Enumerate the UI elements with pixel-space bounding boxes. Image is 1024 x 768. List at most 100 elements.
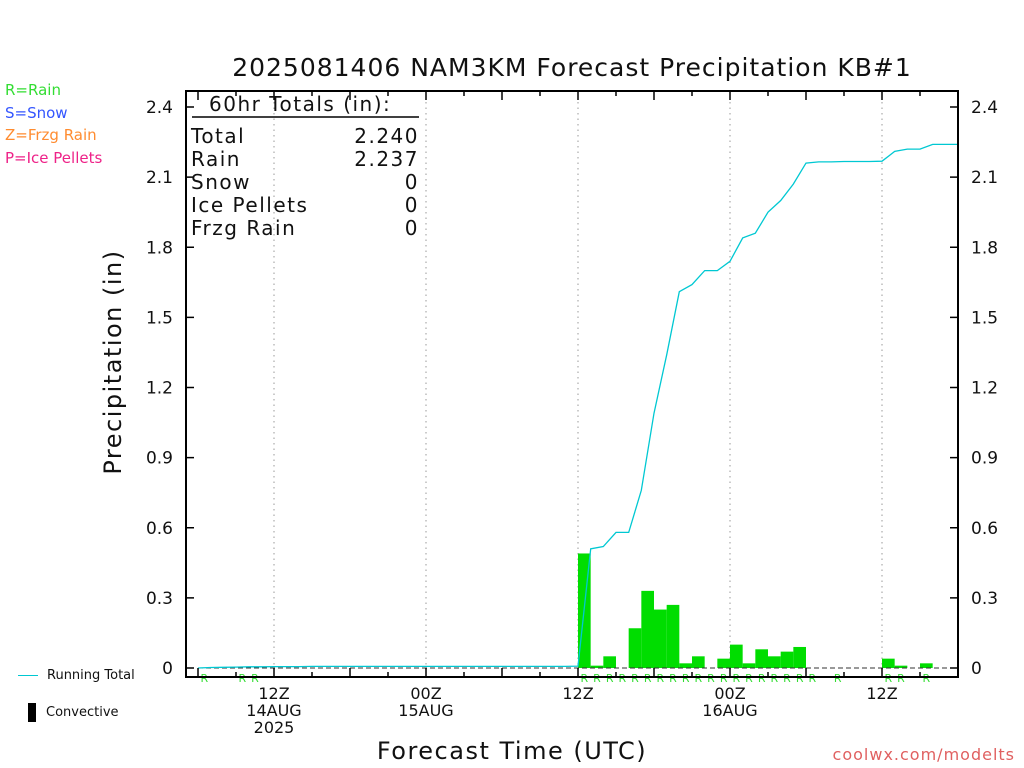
convective-swatch [28, 703, 36, 722]
ptype-marker: R [593, 672, 601, 685]
y-tick-label-right: 1.5 [971, 308, 998, 328]
precip-bar [920, 663, 933, 668]
plot-frame [185, 90, 959, 678]
totals-row-value: 0 [405, 216, 419, 240]
y-tick-label-right: 0.6 [971, 519, 998, 539]
precip-bar [894, 665, 908, 668]
precip-bar [717, 658, 730, 668]
ptype-marker: R [771, 672, 779, 685]
precip-bar [882, 658, 895, 668]
y-tick-label-left: 1.2 [146, 379, 173, 399]
precip-bar [692, 656, 705, 668]
totals-header: 60hr Totals (in): [209, 92, 391, 116]
totals-row-label: Total [190, 124, 245, 148]
y-axis-ticks: 0 00.3 0.30.6 0.60.9 0.91.2 1.21.5 1.51.8 1.82.… [146, 98, 998, 679]
ptype-marker: R [733, 672, 741, 685]
ptype-marker: R [796, 672, 804, 685]
ptype-legend-rain: R=Rain [5, 81, 61, 99]
x-tick-label: 12Z [258, 684, 289, 703]
ptype-marker: R [758, 672, 766, 685]
y-axis-label: Precipitation (in) [99, 249, 127, 474]
y-tick-label-right: 2.4 [971, 98, 998, 118]
y-tick-label-left: 2.1 [146, 168, 173, 188]
totals-row-value: 2.237 [354, 147, 419, 171]
legend-running-total: Running Total [18, 668, 135, 683]
ptype-marker: R [809, 672, 817, 685]
chart-title: 2025081406 NAM3KM Forecast Precipitation… [232, 53, 912, 82]
ptype-marker: R [885, 672, 893, 685]
legend-convective-label: Convective [46, 705, 119, 720]
precip-bar [628, 628, 642, 668]
y-tick-label-right: 0.3 [971, 589, 998, 609]
running-total-swatch [18, 675, 38, 676]
y-tick-label-right: 1.8 [971, 238, 998, 258]
x-tick-label: 2025 [254, 718, 295, 737]
y-tick-label-left: 0.6 [146, 519, 173, 539]
totals-row-value: 2.240 [354, 124, 419, 148]
y-tick-label-left: 1.8 [146, 238, 173, 258]
y-tick-label-left: 2.4 [146, 98, 173, 118]
ptype-marker: R [201, 672, 209, 685]
y-tick-label-right: 1.2 [971, 379, 998, 399]
precip-bar [730, 644, 743, 668]
ptype-marker: R [631, 672, 639, 685]
ptype-marker: R [657, 672, 665, 685]
ptype-legend-ice-pellets: P=Ice Pellets [5, 149, 103, 167]
ptype-marker: R [834, 672, 842, 685]
x-tick-label: 15AUG [398, 701, 453, 720]
ptype-marker: R [669, 672, 677, 685]
totals-row-label: Snow [191, 170, 251, 194]
ptype-marker: R [745, 672, 753, 685]
legend-running-total-label: Running Total [47, 668, 135, 683]
x-tick-label: 12Z [866, 684, 897, 703]
ptype-marker: R [695, 672, 703, 685]
x-tick-label: 16AUG [702, 701, 757, 720]
x-tick-label: 00Z [410, 684, 441, 703]
precip-bar [679, 663, 692, 668]
precip-bar [654, 609, 667, 668]
x-tick-label: 12Z [562, 684, 593, 703]
precip-bar [755, 649, 768, 668]
totals-row-value: 0 [405, 193, 419, 217]
precip-bar [793, 646, 806, 668]
ptype-marker: R [783, 672, 791, 685]
y-tick-label-left: 0.9 [146, 449, 173, 469]
totals-row-label: Rain [191, 147, 241, 171]
precip-bar [780, 651, 794, 668]
x-tick-label: 14AUG [246, 701, 301, 720]
precip-bar [742, 663, 756, 668]
y-tick-label-left: 0 [162, 659, 173, 679]
footer-link[interactable]: coolwx.com/modelts [832, 745, 1015, 764]
y-tick-label-right: 0 [971, 659, 982, 679]
precip-bar [603, 656, 616, 668]
ptype-marker: R [251, 672, 259, 685]
y-tick-label-left: 0.3 [146, 589, 173, 609]
precip-bar [641, 590, 654, 668]
ptype-legend-frzg-rain: Z=Frzg Rain [5, 126, 97, 144]
ptype-marker: R [720, 672, 728, 685]
x-axis-label: Forecast Time (UTC) [377, 737, 647, 765]
ptype-marker: R [239, 672, 247, 685]
precip-bar [590, 665, 604, 668]
ptype-legend-snow: S=Snow [5, 104, 68, 122]
totals-row-label: Frzg Rain [191, 216, 296, 240]
running-total-line [197, 143, 958, 669]
y-tick-label-right: 2.1 [971, 168, 998, 188]
totals-rows: Total 2.240 Rain 2.237 Snow 0 Ice Pellets 0 Frzg… [190, 124, 419, 240]
ptype-marker: R [897, 672, 905, 685]
ptype-marker: R [682, 672, 690, 685]
precip-bar [666, 604, 680, 668]
precip-bar [768, 656, 781, 668]
totals-row-value: 0 [405, 170, 419, 194]
x-tick-label: 00Z [714, 684, 745, 703]
y-tick-label-right: 0.9 [971, 449, 998, 469]
running-total-polyline [197, 143, 958, 669]
ptype-marker: R [923, 672, 931, 685]
y-tick-label-left: 1.5 [146, 308, 173, 328]
totals-row-label: Ice Pellets [191, 193, 308, 217]
ptype-marker: R [581, 672, 589, 685]
totals-box: 60hr Totals (in): Total 2.240 Rain 2.237 Sno… [190, 92, 419, 240]
